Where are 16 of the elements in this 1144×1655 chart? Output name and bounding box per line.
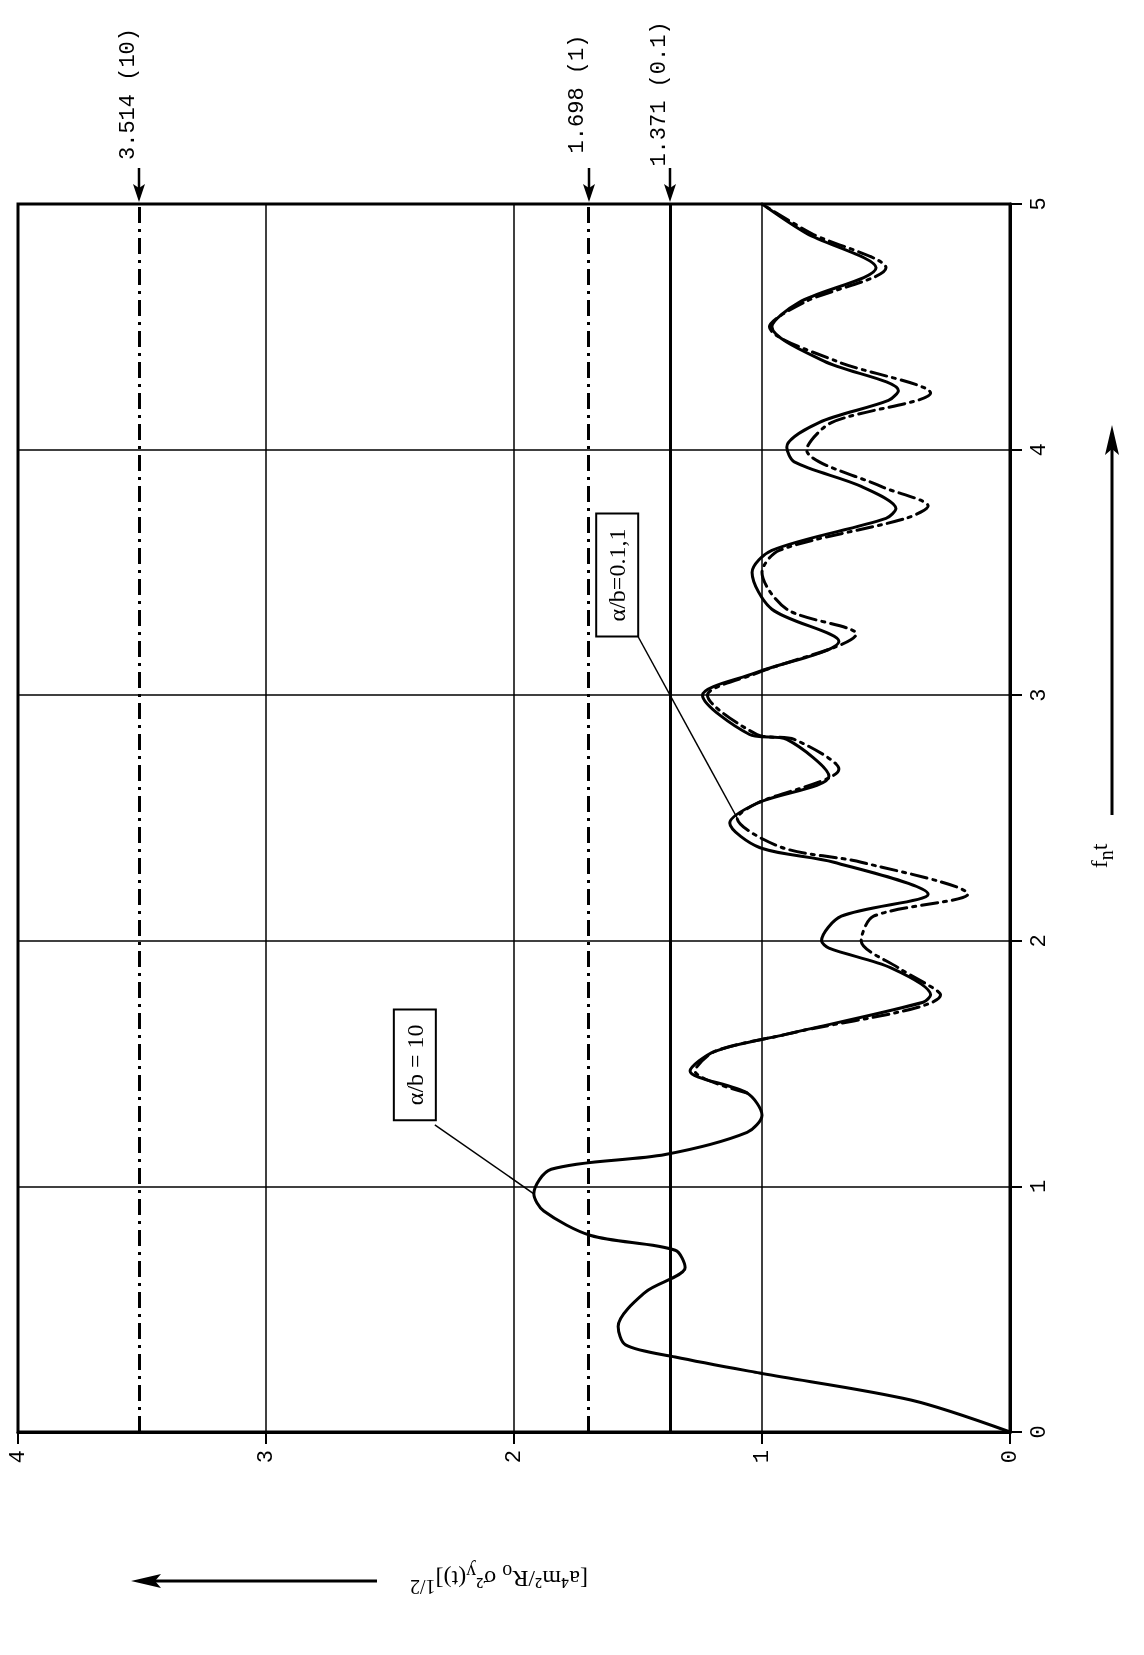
ref-line-label: 3.514 (10) <box>116 27 142 161</box>
ref-line-label: 1.698 (1) <box>564 34 590 154</box>
x-tick-label: 1 <box>749 1450 775 1464</box>
y-tick-label: 1 <box>1026 1179 1052 1193</box>
ref-line-label: 1.371 (0.1) <box>646 21 672 167</box>
y-tick-label: 5 <box>1026 197 1052 211</box>
x-tick-label: 2 <box>501 1450 527 1464</box>
x-tick-label: 4 <box>5 1450 31 1464</box>
x-tick-label: 3 <box>253 1450 279 1464</box>
text: α/b=0.1,1 <box>604 528 631 622</box>
y-tick-label: 3 <box>1026 688 1052 702</box>
y-tick-label: 0 <box>1026 1425 1052 1439</box>
y-tick-label: 2 <box>1026 934 1052 948</box>
text: α/b = 10 <box>401 1024 428 1106</box>
x-tick-label: 0 <box>997 1450 1023 1464</box>
y-tick-label: 4 <box>1026 443 1052 457</box>
